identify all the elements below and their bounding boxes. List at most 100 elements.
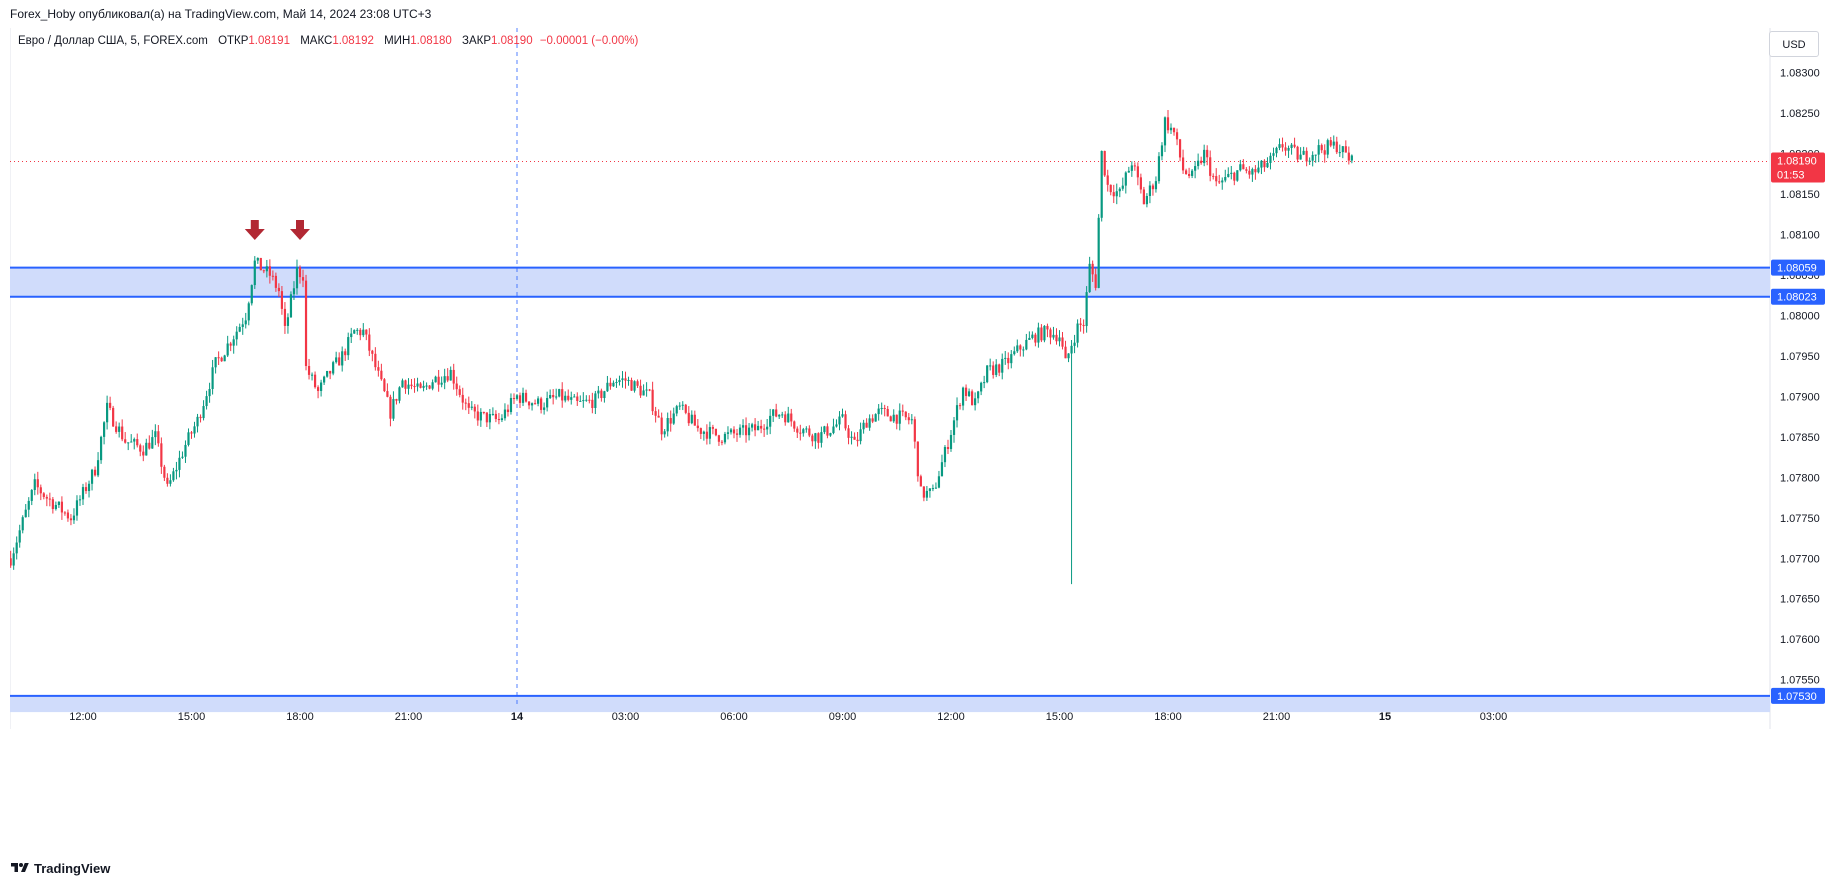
zone-1-fill[interactable] [10,267,1770,297]
candle-body [708,427,711,439]
candle-body [139,445,142,452]
ohlc-legend: Евро / Доллар США, 5, FOREX.com ОТКР1.08… [18,35,638,47]
candle-body [841,414,844,417]
candle-body [657,415,660,418]
candle-body [1350,155,1353,161]
candle-body [187,432,190,445]
symbol-name[interactable]: Евро / Доллар США, 5, FOREX.com [18,35,208,47]
candle-body [1236,170,1239,181]
candle-body [964,387,968,397]
candle-body [579,400,582,402]
candle-body [832,426,835,434]
candle-body [654,411,657,416]
candle-body [974,398,977,406]
time-tick-label: 06:00 [720,711,748,723]
candle-body [57,501,60,505]
candle-body [829,433,832,436]
candle-body [184,444,187,457]
candle-body [1320,145,1323,151]
candle-body [1079,323,1082,325]
candle-body [1127,170,1130,173]
candle-body [1121,185,1124,189]
candle-body [1221,180,1224,183]
candle-body [1016,345,1019,352]
candle-body [1142,189,1145,205]
candle-body [995,364,998,375]
candle-body [949,434,953,449]
chart-frame[interactable]: 1.083001.082501.082001.081501.081001.080… [10,28,1835,825]
candle-body [75,500,79,516]
candle-body [961,387,965,406]
candle-body [588,399,591,401]
close-label: ЗАКР [462,35,492,47]
candle-body [946,447,950,449]
candle-body [886,408,889,417]
candle-body [931,488,935,490]
candle-body [253,260,256,286]
candle-body [540,398,543,410]
down-arrow-1[interactable] [244,220,265,240]
candle-body [1329,140,1332,146]
candle-body [1064,346,1067,359]
candle-body [787,413,790,423]
candle-body [413,386,416,388]
candle-body [1218,181,1221,183]
candle-body [316,387,320,391]
candle-body [1049,329,1052,338]
candle-body [524,392,528,402]
candle-body [416,383,419,387]
candle-body [757,425,760,431]
candle-body [87,483,91,492]
candle-body [943,447,947,463]
candle-body [826,426,829,436]
candle-body [642,390,645,396]
candle-body [790,413,793,422]
candlestick-chart[interactable]: 1.083001.082501.082001.081501.081001.080… [10,28,1835,825]
candle-body [338,357,341,366]
down-arrow-2[interactable] [290,220,310,240]
time-tick-label: 14 [511,711,524,723]
candle-body [365,329,368,335]
candle-body [223,355,226,362]
candle-body [597,390,600,394]
candle-body [874,414,877,422]
candle-body [1187,174,1191,176]
candle-body [937,476,941,488]
currency-button[interactable]: USD [1769,31,1819,57]
candle-body [298,267,302,278]
candle-body [871,418,874,422]
candle-body [506,409,510,413]
price-tick-label: 1.07850 [1780,432,1820,444]
candle-body [154,431,157,438]
candle-body [669,418,672,424]
candle-body [1191,170,1194,176]
candle-body [12,553,15,566]
open-value: 1.08191 [248,35,290,47]
zone-2-fill[interactable] [10,695,1770,713]
candle-body [1344,146,1347,153]
price-tick-label: 1.07800 [1780,472,1820,484]
candle-body [868,418,871,428]
candle-body [986,365,989,383]
candle-body [238,326,241,332]
candle-body [696,425,699,429]
candle-body [1004,357,1007,359]
candle-body [1163,117,1167,146]
candle-body [576,396,579,401]
candle-body [1025,339,1028,350]
candle-body [54,504,57,510]
candle-body [437,376,440,385]
candle-body [81,487,85,500]
candle-body [1001,358,1004,373]
candle-body [241,324,244,327]
candle-body [341,351,344,366]
time-tick-label: 03:00 [612,711,640,723]
candle-body [1230,172,1233,174]
candle-body [1040,327,1043,341]
candle-body [998,364,1001,373]
candle-body [1070,345,1073,354]
candle-body [1278,144,1281,148]
candle-body [660,417,663,435]
candle-body [799,432,802,434]
candle-body [624,378,627,381]
